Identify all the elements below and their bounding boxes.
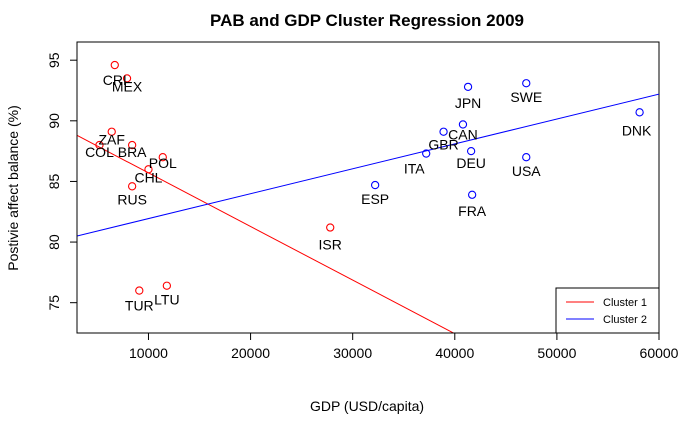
data-point-usa [522,153,531,162]
y-tick-label: 95 [46,52,62,68]
legend-box [555,287,660,334]
data-point-ltu [162,281,172,290]
y-tick-label: 90 [46,113,62,129]
x-axis: 10000 20000 30000 40000 50000 60000 [129,332,679,361]
point-label-usa: USA [512,163,541,179]
point-label-tur: TUR [125,298,154,314]
data-point-fra [467,190,477,199]
data-point-col [95,140,104,150]
x-tick-label: 60000 [640,345,679,361]
point-label-swe: SWE [510,89,542,105]
point-label-cri: CRI [103,72,127,88]
point-label-esp: ESP [361,191,389,207]
point-label-deu: DEU [456,155,486,171]
y-tick-label: 80 [46,234,62,250]
point-label-bra: BRA [118,144,147,160]
x-tick-label: 50000 [537,345,576,361]
point-label-gbr: GBR [428,137,458,153]
data-point-dnk [635,108,644,117]
point-label-pol: POL [149,155,177,171]
point-label-can: CAN [448,126,478,142]
legend-label-cluster-2: Cluster 2 [603,314,647,326]
legend-label-cluster-1: Cluster 1 [603,297,647,309]
point-label-rus: RUS [117,191,147,207]
data-point-ita [422,149,431,158]
point-label-fra: FRA [458,203,487,219]
data-point-zaf [107,127,116,136]
point-label-col: COL [85,144,114,160]
data-point-gbr [439,127,448,136]
x-axis-label: GDP (USD/capita) [310,398,424,414]
point-label-chl: CHL [134,169,162,185]
data-point-cri [110,60,119,70]
y-tick-label: 85 [46,173,62,189]
regression-line-cluster-2 [77,93,659,237]
data-point-deu [466,146,476,156]
legend: Cluster 1 Cluster 2 [555,287,660,334]
data-point-rus [127,182,137,191]
x-tick-label: 10000 [129,345,168,361]
data-point-swe [522,79,531,88]
data-point-pol [158,153,167,162]
data-point-chl [144,165,153,174]
x-tick-label: 20000 [231,345,270,361]
data-point-jpn [463,82,473,92]
data-point-esp [370,180,380,190]
data-point-mex [122,74,132,83]
data-points [95,60,644,295]
regression-line-cluster-1 [77,134,455,333]
regression-lines [77,93,659,333]
point-label-zaf: ZAF [98,132,124,148]
y-axis-label: Postivie affect balance (%) [5,105,21,271]
data-point-bra [127,140,137,150]
point-label-ltu: LTU [154,292,179,308]
data-point-tur [135,286,144,295]
data-point-isr [326,223,335,232]
point-label-dnk: DNK [622,122,652,138]
chart-title: PAB and GDP Cluster Regression 2009 [210,11,524,30]
point-label-mex: MEX [112,78,143,94]
point-label-jpn: JPN [455,95,481,111]
point-label-isr: ISR [319,237,342,253]
y-axis: 75 80 85 90 95 [46,52,78,311]
x-tick-label: 40000 [435,345,474,361]
data-point-can [458,120,468,129]
y-tick-label: 75 [46,295,62,311]
point-label-ita: ITA [404,161,425,177]
x-tick-label: 30000 [333,345,372,361]
